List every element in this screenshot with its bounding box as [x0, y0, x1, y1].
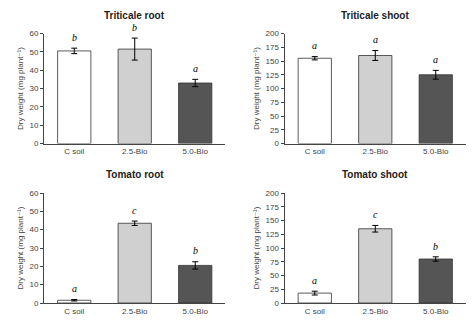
- svg-text:200: 200: [266, 189, 280, 198]
- svg-text:Triticale root: Triticale root: [104, 10, 165, 21]
- svg-text:10: 10: [29, 121, 38, 130]
- svg-text:2.5-Bio: 2.5-Bio: [363, 147, 389, 156]
- svg-text:125: 125: [266, 71, 280, 80]
- svg-text:Tomato shoot: Tomato shoot: [342, 169, 408, 180]
- svg-text:Dry weight (mg plant⁻¹): Dry weight (mg plant⁻¹): [16, 206, 25, 289]
- svg-text:2.5-Bio: 2.5-Bio: [122, 307, 148, 316]
- svg-text:175: 175: [266, 203, 280, 212]
- svg-text:b: b: [72, 32, 77, 43]
- svg-text:100: 100: [266, 244, 280, 253]
- svg-text:0: 0: [34, 139, 39, 148]
- svg-text:60: 60: [29, 29, 38, 38]
- svg-text:50: 50: [270, 112, 279, 121]
- svg-text:40: 40: [29, 225, 38, 234]
- svg-text:50: 50: [29, 207, 38, 216]
- svg-text:0: 0: [274, 299, 279, 308]
- svg-text:30: 30: [29, 244, 38, 253]
- svg-text:75: 75: [270, 98, 279, 107]
- svg-text:125: 125: [266, 230, 280, 239]
- svg-text:50: 50: [29, 48, 38, 57]
- svg-text:b: b: [132, 22, 137, 33]
- svg-text:a: a: [373, 34, 378, 45]
- svg-text:Triticale shoot: Triticale shoot: [341, 10, 409, 21]
- svg-text:10: 10: [29, 280, 38, 289]
- svg-text:200: 200: [266, 29, 280, 38]
- svg-text:2.5-Bio: 2.5-Bio: [363, 307, 389, 316]
- svg-text:60: 60: [29, 189, 38, 198]
- svg-text:50: 50: [270, 271, 279, 280]
- svg-text:40: 40: [29, 66, 38, 75]
- svg-text:5.0-Bio: 5.0-Bio: [183, 147, 209, 156]
- svg-text:c: c: [132, 205, 137, 216]
- svg-text:25: 25: [270, 285, 279, 294]
- svg-text:a: a: [312, 40, 317, 51]
- svg-text:C soil: C soil: [305, 307, 325, 316]
- svg-text:5.0-Bio: 5.0-Bio: [423, 147, 449, 156]
- svg-text:30: 30: [29, 84, 38, 93]
- svg-text:a: a: [72, 283, 77, 294]
- svg-text:Dry weight (mg plant⁻¹): Dry weight (mg plant⁻¹): [252, 206, 261, 289]
- svg-text:C soil: C soil: [64, 147, 84, 156]
- svg-text:Dry weight (mg plant⁻¹): Dry weight (mg plant⁻¹): [252, 47, 261, 130]
- svg-text:Dry weight (mg plant⁻¹): Dry weight (mg plant⁻¹): [16, 47, 25, 130]
- svg-text:0: 0: [34, 299, 39, 308]
- svg-text:a: a: [193, 63, 198, 74]
- svg-text:150: 150: [266, 216, 280, 225]
- svg-text:b: b: [433, 241, 438, 252]
- svg-text:25: 25: [270, 126, 279, 135]
- svg-text:100: 100: [266, 84, 280, 93]
- svg-text:c: c: [373, 209, 378, 220]
- svg-text:C soil: C soil: [64, 307, 84, 316]
- svg-text:0: 0: [274, 139, 279, 148]
- svg-text:a: a: [433, 54, 438, 65]
- svg-text:Tomato root: Tomato root: [106, 169, 164, 180]
- svg-text:C soil: C soil: [305, 147, 325, 156]
- svg-text:150: 150: [266, 57, 280, 66]
- svg-text:5.0-Bio: 5.0-Bio: [183, 307, 209, 316]
- svg-text:75: 75: [270, 258, 279, 267]
- svg-text:b: b: [193, 245, 198, 256]
- svg-text:2.5-Bio: 2.5-Bio: [122, 147, 148, 156]
- svg-text:a: a: [312, 275, 317, 286]
- svg-text:20: 20: [29, 262, 38, 271]
- svg-text:20: 20: [29, 103, 38, 112]
- svg-text:175: 175: [266, 43, 280, 52]
- svg-text:5.0-Bio: 5.0-Bio: [423, 307, 449, 316]
